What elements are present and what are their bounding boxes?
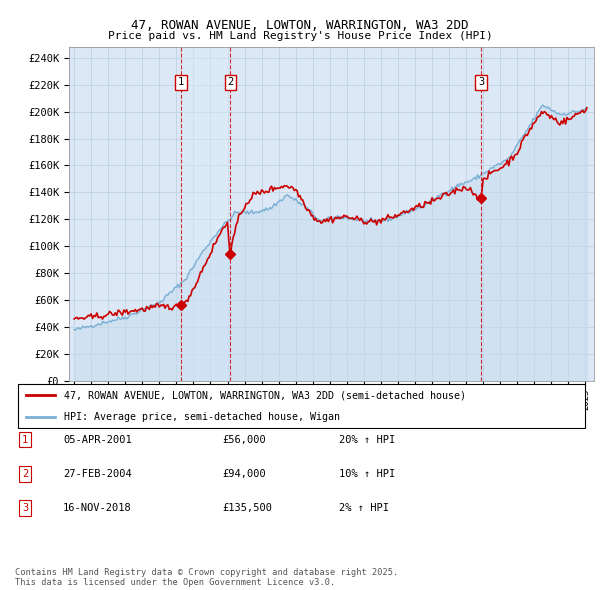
Text: 1: 1 — [22, 435, 28, 444]
Text: £94,000: £94,000 — [222, 469, 266, 478]
Text: 3: 3 — [22, 503, 28, 513]
Text: £135,500: £135,500 — [222, 503, 272, 513]
Text: 3: 3 — [478, 77, 484, 87]
Bar — [181, 47, 230, 381]
Text: 2: 2 — [22, 469, 28, 478]
Text: 2: 2 — [227, 77, 233, 87]
Text: 27-FEB-2004: 27-FEB-2004 — [63, 469, 132, 478]
Text: 1: 1 — [178, 77, 184, 87]
Text: 16-NOV-2018: 16-NOV-2018 — [63, 503, 132, 513]
Text: 2% ↑ HPI: 2% ↑ HPI — [339, 503, 389, 513]
Text: Price paid vs. HM Land Registry's House Price Index (HPI): Price paid vs. HM Land Registry's House … — [107, 31, 493, 41]
Text: Contains HM Land Registry data © Crown copyright and database right 2025.
This d: Contains HM Land Registry data © Crown c… — [15, 568, 398, 587]
FancyBboxPatch shape — [18, 384, 585, 428]
Text: 10% ↑ HPI: 10% ↑ HPI — [339, 469, 395, 478]
Text: HPI: Average price, semi-detached house, Wigan: HPI: Average price, semi-detached house,… — [64, 412, 340, 422]
Text: 20% ↑ HPI: 20% ↑ HPI — [339, 435, 395, 444]
Text: £56,000: £56,000 — [222, 435, 266, 444]
Text: 05-APR-2001: 05-APR-2001 — [63, 435, 132, 444]
Text: 47, ROWAN AVENUE, LOWTON, WARRINGTON, WA3 2DD: 47, ROWAN AVENUE, LOWTON, WARRINGTON, WA… — [131, 19, 469, 32]
Text: 47, ROWAN AVENUE, LOWTON, WARRINGTON, WA3 2DD (semi-detached house): 47, ROWAN AVENUE, LOWTON, WARRINGTON, WA… — [64, 391, 466, 401]
